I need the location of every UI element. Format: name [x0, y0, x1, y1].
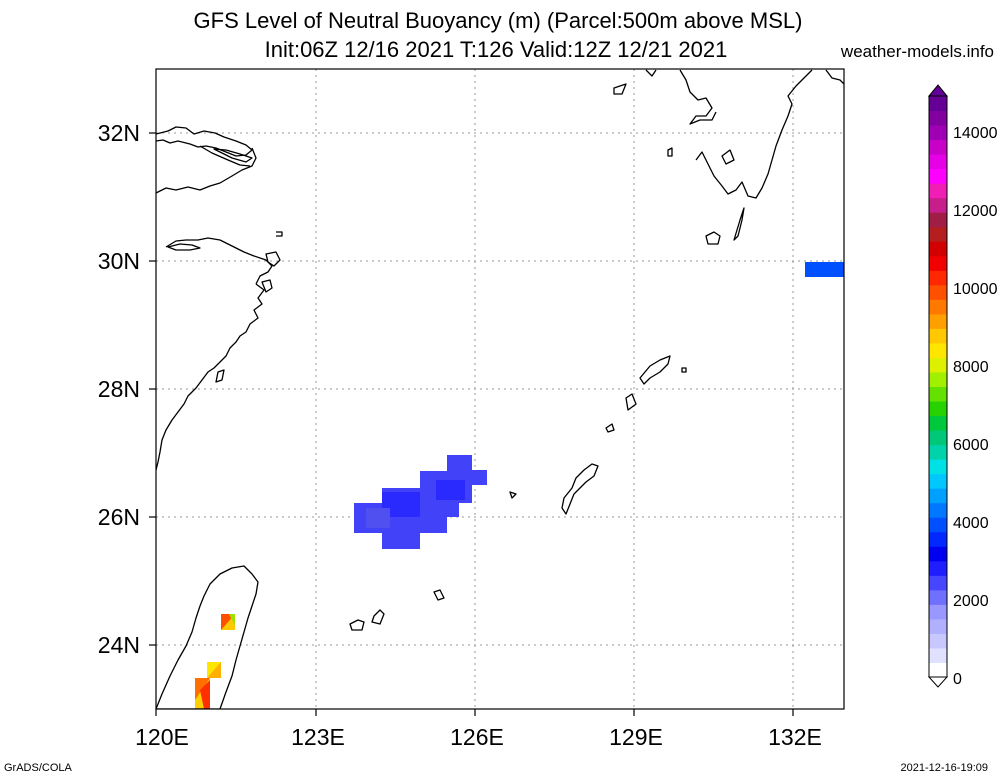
colorbar-swatch	[929, 430, 947, 446]
colorbar-swatch	[929, 560, 947, 576]
colorbar-swatch	[929, 401, 947, 417]
colorbar-label: 4000	[953, 515, 989, 532]
coastlines	[156, 69, 844, 709]
buoyancy-field	[195, 262, 844, 709]
colorbar-swatch	[929, 110, 947, 126]
colorbar-swatch	[929, 589, 947, 605]
lnb-cell	[200, 680, 210, 709]
colorbar-swatch	[929, 575, 947, 591]
footer-credit: GrADS/COLA	[4, 762, 72, 774]
footer-timestamp: 2021-12-16-19:09	[900, 762, 988, 774]
colorbar-swatch	[929, 371, 947, 387]
colorbar-frame	[928, 95, 948, 678]
lat-label: 32N	[98, 120, 140, 146]
lon-label: 123E	[291, 724, 345, 750]
colorbar-swatch	[929, 168, 947, 184]
colorbar-swatch	[929, 313, 947, 329]
colorbar-swatch	[929, 139, 947, 155]
lat-label: 30N	[98, 248, 140, 274]
colorbar-swatch	[929, 270, 947, 286]
colorbar-swatch	[929, 502, 947, 518]
colorbar-swatch	[929, 618, 947, 634]
colorbar-swatch	[929, 488, 947, 504]
colorbar-swatch	[929, 415, 947, 431]
lnb-cell	[366, 508, 390, 528]
map-title: GFS Level of Neutral Buoyancy (m) (Parce…	[193, 8, 803, 33]
lon-label: 126E	[450, 724, 504, 750]
colorbar-swatch	[929, 125, 947, 141]
colorbar	[927, 84, 949, 688]
colorbar-label: 14000	[953, 125, 998, 142]
colorbar-label: 0	[953, 671, 962, 688]
colorbar-min-arrow	[927, 676, 949, 688]
map-subtitle: Init:06Z 12/16 2021 T:126 Valid:12Z 12/2…	[264, 37, 728, 62]
colorbar-swatch	[929, 517, 947, 533]
lat-labels: 32N 30N 28N 26N 24N	[98, 120, 140, 658]
site-credit: weather-models.info	[840, 42, 994, 61]
colorbar-swatch	[929, 328, 947, 344]
colorbar-label: 2000	[953, 593, 989, 610]
lon-label: 132E	[768, 724, 822, 750]
colorbar-swatch	[929, 444, 947, 460]
lnb-cell	[354, 455, 487, 549]
lon-label: 129E	[609, 724, 663, 750]
colorbar-swatch	[929, 342, 947, 358]
colorbar-swatch	[929, 531, 947, 547]
colorbar-swatch	[929, 633, 947, 649]
colorbar-swatch	[929, 212, 947, 228]
colorbar-swatch	[929, 357, 947, 373]
colorbar-swatch	[929, 647, 947, 663]
colorbar-swatch	[929, 386, 947, 402]
lat-label: 26N	[98, 504, 140, 530]
colorbar-swatch	[929, 604, 947, 620]
lnb-cell	[436, 480, 465, 500]
lnb-cell	[382, 492, 420, 517]
axis-ticks	[149, 132, 794, 716]
colorbar-swatch	[929, 183, 947, 199]
colorbar-swatch	[929, 255, 947, 271]
colorbar-swatch	[929, 241, 947, 257]
colorbar-swatch	[929, 154, 947, 170]
colorbar-swatch	[929, 546, 947, 562]
colorbar-swatch	[929, 299, 947, 315]
colorbar-swatch	[929, 226, 947, 242]
lnb-cell	[229, 614, 235, 626]
lon-label: 120E	[135, 724, 189, 750]
colorbar-swatch	[929, 284, 947, 300]
colorbar-label: 10000	[953, 281, 998, 298]
lnb-cell	[805, 262, 844, 277]
colorbar-swatch	[929, 473, 947, 489]
lat-label: 28N	[98, 376, 140, 402]
colorbar-max-arrow	[927, 84, 949, 97]
colorbar-swatch	[929, 96, 947, 112]
lat-label: 24N	[98, 632, 140, 658]
colorbar-labels: 0 2000 4000 6000 8000 10000 12000 14000	[953, 125, 998, 688]
colorbar-label: 6000	[953, 437, 989, 454]
colorbar-swatch	[929, 459, 947, 475]
colorbar-label: 12000	[953, 203, 998, 220]
colorbar-swatch	[929, 662, 947, 678]
colorbar-label: 8000	[953, 359, 989, 376]
lon-labels: 120E 123E 126E 129E 132E	[135, 724, 822, 750]
colorbar-swatch	[929, 197, 947, 213]
graticule	[156, 69, 844, 709]
lnb-cell	[207, 662, 221, 678]
